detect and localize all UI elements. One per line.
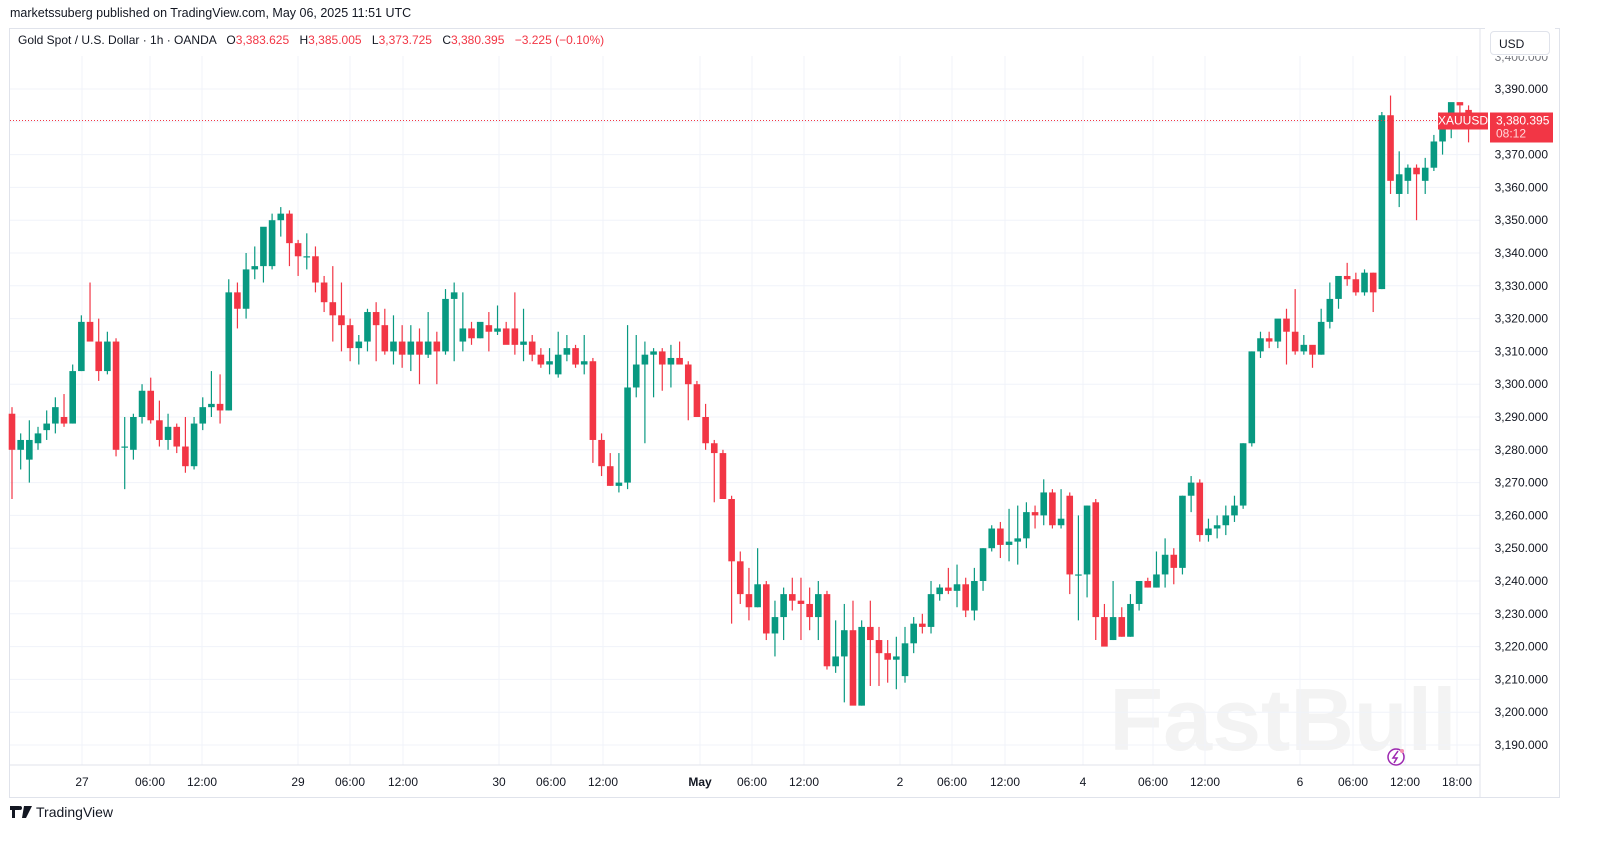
tradingview-logo[interactable]: TradingView (10, 804, 113, 820)
y-axis-label: 3,280.000 (1495, 443, 1549, 457)
x-axis-label: 06:00 (1138, 775, 1168, 789)
y-axis-label: 3,220.000 (1495, 640, 1549, 654)
y-axis-label: 3,290.000 (1495, 410, 1549, 424)
x-axis-label: 2 (897, 775, 904, 789)
x-axis-label: 06:00 (135, 775, 165, 789)
y-axis-label: 3,260.000 (1495, 508, 1549, 522)
x-axis-label: 06:00 (737, 775, 767, 789)
last-price-tag (1490, 112, 1553, 143)
symbol-tag-label: XAUUSD (1438, 114, 1488, 128)
fastbull-watermark: FastBull (1109, 670, 1456, 769)
x-axis-label: 30 (492, 775, 506, 789)
symbol-legend: Gold Spot / U.S. Dollar · 1h · OANDA O3,… (18, 33, 604, 47)
x-axis-label: May (688, 775, 712, 789)
x-axis-label: 06:00 (1338, 775, 1368, 789)
y-axis-label: 3,320.000 (1495, 312, 1549, 326)
low-value: 3,373.725 (378, 33, 432, 47)
close-label: C (442, 33, 451, 47)
y-axis-label: 3,200.000 (1495, 705, 1549, 719)
low-label: L (371, 33, 379, 47)
y-axis-label: 3,360.000 (1495, 180, 1549, 194)
x-axis-label: 18:00 (1442, 775, 1472, 789)
x-axis-label: 06:00 (335, 775, 365, 789)
x-axis-label: 12:00 (990, 775, 1020, 789)
open-label: O (226, 33, 236, 47)
x-axis-label: 6 (1297, 775, 1304, 789)
y-axis-label: 3,240.000 (1495, 574, 1549, 588)
high-value: 3,385.005 (308, 33, 362, 47)
y-axis-label: 3,250.000 (1495, 541, 1549, 555)
x-axis-label: 12:00 (588, 775, 618, 789)
y-axis-label: 3,300.000 (1495, 377, 1549, 391)
x-axis-label: 06:00 (536, 775, 566, 789)
x-axis-label: 29 (291, 775, 305, 789)
y-axis-label: 3,330.000 (1495, 279, 1549, 293)
open-value: 3,383.625 (235, 33, 290, 47)
symbol-description: Gold Spot / U.S. Dollar · 1h · OANDA (18, 33, 217, 47)
x-axis-label: 12:00 (187, 775, 217, 789)
x-axis-label: 12:00 (1190, 775, 1220, 789)
x-axis-label: 27 (75, 775, 89, 789)
x-axis-label: 12:00 (1390, 775, 1420, 789)
y-axis-label: 3,190.000 (1495, 738, 1549, 752)
y-axis-label: 3,370.000 (1495, 148, 1549, 162)
y-axis-label: 3,350.000 (1495, 213, 1549, 227)
y-axis-label: 3,230.000 (1495, 607, 1549, 621)
x-axis-label: 06:00 (937, 775, 967, 789)
bar-countdown: 08:12 (1496, 127, 1526, 141)
chart-frame (9, 28, 1560, 798)
y-axis-label: 3,390.000 (1495, 82, 1549, 96)
symbol-tag (1438, 112, 1488, 130)
tradingview-logo-icon (10, 806, 32, 818)
y-axis-label: 3,310.000 (1495, 344, 1549, 358)
y-axis-label: 3,340.000 (1495, 246, 1549, 260)
x-axis-label: 12:00 (789, 775, 819, 789)
high-label: H (299, 33, 309, 47)
y-axis-label: 3,210.000 (1495, 672, 1549, 686)
x-axis-label: 4 (1080, 775, 1087, 789)
close-value: 3,380.395 (451, 33, 505, 47)
lightning-icon[interactable] (1387, 748, 1405, 766)
tradingview-logo-text: TradingView (36, 804, 114, 820)
published-info: marketssuberg published on TradingView.c… (10, 6, 412, 20)
last-price-value: 3,380.395 (1496, 114, 1550, 128)
x-axis-label: 12:00 (388, 775, 418, 789)
currency-button[interactable]: USD (1490, 31, 1550, 55)
y-axis-label: 3,270.000 (1495, 476, 1549, 490)
change-value: −3.225 (−0.10%) (514, 33, 605, 47)
